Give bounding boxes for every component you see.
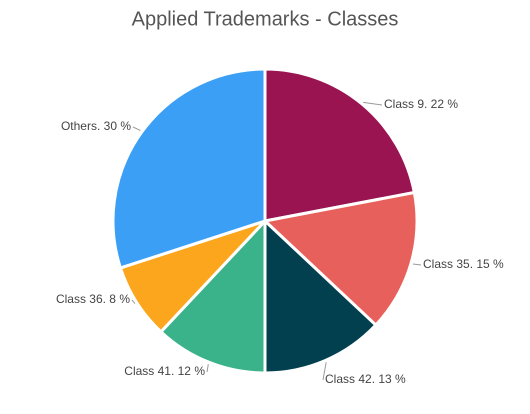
slice-label: Others. 30 % xyxy=(61,119,131,133)
slice-label: Class 35. 15 % xyxy=(423,257,504,271)
leader-line xyxy=(131,299,136,304)
pie-slice xyxy=(261,190,419,328)
leader-line xyxy=(132,126,141,131)
leader-line xyxy=(363,101,383,106)
slice-label: Class 41. 12 % xyxy=(124,364,205,378)
pie-slice xyxy=(263,67,417,223)
leader-line xyxy=(206,364,209,373)
leader-line xyxy=(412,263,422,266)
pie-slice xyxy=(111,67,267,270)
pie-slice xyxy=(263,217,378,375)
slice-label: Class 42. 13 % xyxy=(325,372,406,386)
slice-label: Class 9. 22 % xyxy=(384,97,458,111)
leader-line xyxy=(322,362,327,381)
chart-title: Applied Trademarks - Classes xyxy=(132,8,399,30)
pie-slice xyxy=(158,217,267,375)
slice-label: Class 36. 8 % xyxy=(56,292,130,306)
